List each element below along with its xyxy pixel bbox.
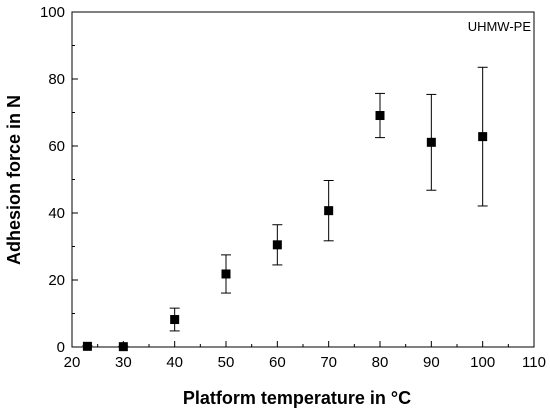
data-point: [426, 137, 436, 147]
data-point: [324, 206, 334, 216]
x-tick-label: 40: [166, 354, 183, 371]
data-point: [478, 132, 488, 142]
x-tick-label: 50: [218, 354, 235, 371]
x-tick-label: 90: [423, 354, 440, 371]
x-tick-label: 60: [269, 354, 286, 371]
y-axis-title: Adhesion force in N: [4, 95, 24, 265]
data-point: [221, 269, 231, 279]
plot-frame: [71, 11, 535, 348]
x-tick-label: 20: [64, 354, 81, 371]
y-tick-label: 80: [48, 71, 65, 88]
x-tick-label: 70: [320, 354, 337, 371]
x-tick-label: 30: [115, 354, 132, 371]
y-tick-label: 0: [57, 339, 65, 356]
chart-annotation: UHMW-PE: [468, 19, 532, 34]
y-tick-label: 20: [48, 272, 65, 289]
data-point: [272, 240, 282, 250]
x-tick-label: 110: [522, 354, 546, 371]
y-tick-label: 100: [40, 4, 65, 21]
data-point: [82, 341, 92, 351]
data-point: [118, 342, 128, 352]
x-tick-label: 100: [470, 354, 495, 371]
x-axis-title: Platform temperature in °C: [183, 388, 411, 408]
y-tick-label: 60: [48, 138, 65, 155]
x-tick-label: 80: [372, 354, 389, 371]
data-point: [375, 111, 385, 121]
y-tick-label: 40: [48, 205, 65, 222]
data-point: [170, 315, 180, 325]
